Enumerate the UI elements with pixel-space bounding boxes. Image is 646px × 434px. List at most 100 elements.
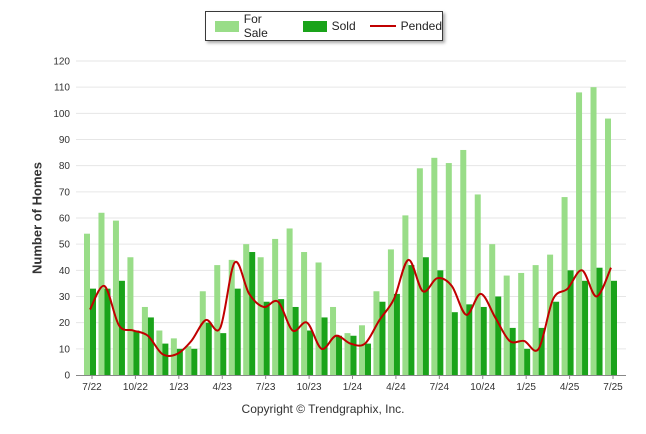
- sold-bar: [364, 343, 371, 375]
- legend-label-for-sale: For Sale: [243, 12, 268, 40]
- for-sale-bar: [272, 238, 279, 375]
- x-tick-label: 7/23: [256, 382, 276, 393]
- y-tick-label: 110: [54, 83, 70, 94]
- legend-item-sold: Sold: [302, 19, 356, 33]
- sold-bar: [437, 270, 444, 375]
- x-axis-ticks: 7/22 10/22 1/23 4/23 7/23 10/23 1/24 4/24 7/24 10…: [82, 375, 623, 393]
- y-tick-label: 80: [59, 161, 71, 172]
- y-tick-label: 100: [53, 109, 70, 120]
- for-sale-bar: [518, 272, 525, 375]
- for-sale-bar: [547, 254, 554, 375]
- for-sale-bar: [257, 257, 264, 375]
- sold-bar: [553, 301, 560, 375]
- sold-bar: [466, 304, 473, 375]
- sold-bar: [451, 312, 458, 375]
- for-sale-bar: [561, 197, 568, 375]
- sold-bar: [234, 288, 241, 375]
- for-sale-bar: [358, 325, 365, 375]
- x-tick-label: 7/25: [603, 382, 623, 393]
- sold-bar: [480, 306, 487, 375]
- sold-bar: [147, 317, 154, 375]
- sold-bar: [249, 252, 256, 375]
- sold-bar: [220, 333, 227, 375]
- y-tick-label: 70: [59, 187, 71, 198]
- for-sale-bar: [576, 92, 583, 376]
- sold-swatch: [302, 20, 327, 32]
- for-sale-swatch: [215, 20, 239, 32]
- sold-bar: [408, 265, 415, 375]
- y-tick-label: 60: [59, 214, 71, 225]
- legend: For Sale Sold Pended: [205, 11, 443, 41]
- for-sale-bar: [243, 244, 250, 375]
- x-tick-label: 1/24: [343, 382, 363, 393]
- y-tick-label: 0: [64, 371, 70, 382]
- sold-bar: [538, 327, 545, 375]
- y-tick-label: 120: [53, 57, 70, 68]
- sold-bar: [278, 299, 285, 375]
- sold-bar: [104, 288, 111, 375]
- x-tick-label: 10/24: [470, 382, 495, 393]
- for-sale-bar: [445, 163, 452, 375]
- sold-bar: [495, 296, 502, 375]
- x-tick-label: 7/24: [430, 382, 450, 393]
- for-sale-bar: [98, 212, 105, 375]
- sold-bar: [263, 301, 270, 375]
- for-sale-bar: [402, 215, 409, 375]
- x-tick-label: 4/25: [560, 382, 580, 393]
- y-axis-label: Number of Homes: [29, 162, 45, 274]
- y-axis-ticks: 0 10 20 30 40 50 60 70 80 90 100 110 120: [53, 57, 70, 382]
- sold-bars: [90, 252, 617, 375]
- legend-label-pended: Pended: [400, 19, 442, 33]
- sold-bar: [191, 348, 198, 375]
- for-sale-bar: [590, 87, 597, 376]
- for-sale-bar: [605, 118, 611, 376]
- copyright-credit: Copyright © Trendgraphix, Inc.: [241, 402, 405, 416]
- sold-bar: [596, 267, 603, 375]
- for-sale-bar: [84, 233, 90, 375]
- for-sale-bar: [503, 275, 510, 375]
- sold-bar: [162, 343, 169, 375]
- for-sale-bar: [112, 220, 119, 375]
- for-sale-bars: [84, 87, 611, 376]
- for-sale-bar: [474, 194, 481, 375]
- y-tick-label: 10: [59, 344, 71, 355]
- sold-bar: [205, 322, 212, 375]
- legend-item-for-sale: For Sale: [215, 12, 289, 40]
- y-tick-label: 40: [59, 266, 71, 277]
- legend-label-sold: Sold: [331, 19, 356, 33]
- for-sale-bar: [141, 306, 148, 375]
- sold-bar: [379, 301, 386, 375]
- sold-bar: [90, 288, 96, 375]
- for-sale-bar: [127, 257, 134, 375]
- for-sale-bar: [170, 338, 177, 375]
- sold-bar: [422, 257, 429, 375]
- x-tick-label: 4/23: [213, 382, 233, 393]
- sold-bar: [133, 330, 140, 375]
- for-sale-bar: [185, 346, 192, 375]
- legend-item-pended: Pended: [369, 19, 442, 33]
- for-sale-bar: [431, 157, 438, 375]
- sold-bar: [307, 330, 314, 375]
- sold-bar: [176, 348, 183, 375]
- for-sale-bar: [416, 168, 423, 375]
- x-tick-label: 7/22: [82, 382, 102, 393]
- x-tick-label: 10/22: [123, 382, 148, 393]
- for-sale-bar: [214, 265, 221, 375]
- sold-bar: [582, 280, 589, 375]
- grid-lines: [76, 60, 626, 350]
- y-tick-label: 90: [59, 135, 71, 146]
- sold-bar: [509, 327, 516, 375]
- for-sale-bar: [286, 228, 293, 375]
- for-sale-bar: [373, 291, 380, 375]
- pended-line: [89, 258, 612, 358]
- for-sale-bar: [532, 265, 539, 375]
- pended-swatch: [369, 25, 396, 27]
- sold-bar: [567, 270, 574, 375]
- for-sale-bar: [228, 259, 235, 375]
- y-tick-label: 30: [59, 292, 71, 303]
- for-sale-bar: [156, 330, 163, 375]
- sold-bar: [611, 280, 617, 375]
- for-sale-bar: [344, 333, 351, 375]
- y-tick-label: 50: [59, 240, 71, 251]
